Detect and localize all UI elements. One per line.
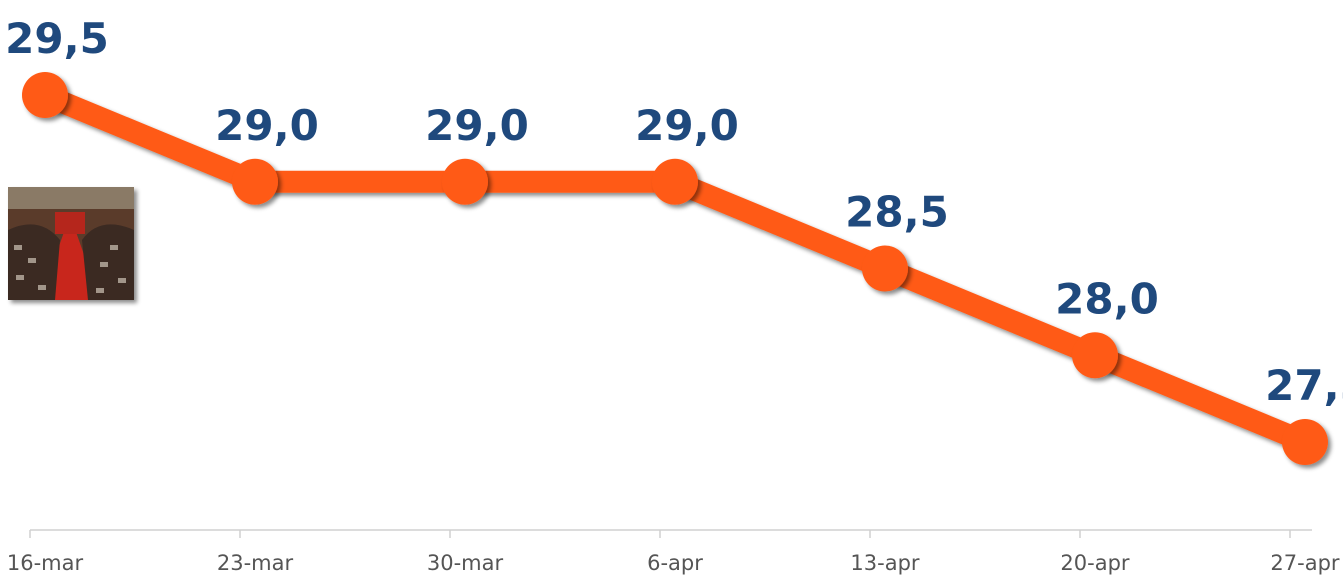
parliament-photo	[8, 187, 134, 300]
chart: 16-mar 23-mar 30-mar 6-apr 13-apr 20-apr 27-ap…	[0, 0, 1343, 576]
point	[232, 159, 278, 205]
point	[1072, 332, 1118, 378]
value-label: 28,5	[845, 188, 949, 237]
value-label: 29,0	[215, 101, 319, 150]
x-tick-label: 20-apr	[1060, 551, 1129, 575]
x-tick-label: 6-apr	[647, 551, 703, 575]
value-label: 27,5	[1265, 361, 1343, 410]
value-label: 28,0	[1055, 274, 1159, 323]
value-label: 29,0	[425, 101, 529, 150]
x-tick-label: 16-mar	[7, 551, 84, 575]
point	[442, 159, 488, 205]
value-label: 29,5	[5, 14, 109, 63]
x-tick-label: 23-mar	[217, 551, 294, 575]
point	[1282, 419, 1328, 465]
point	[862, 246, 908, 292]
point	[652, 159, 698, 205]
x-tick-label: 13-apr	[850, 551, 919, 575]
point	[22, 72, 68, 118]
value-label: 29,0	[635, 101, 739, 150]
x-tick-label: 27-apr	[1270, 551, 1339, 575]
x-tick-label: 30-mar	[427, 551, 504, 575]
